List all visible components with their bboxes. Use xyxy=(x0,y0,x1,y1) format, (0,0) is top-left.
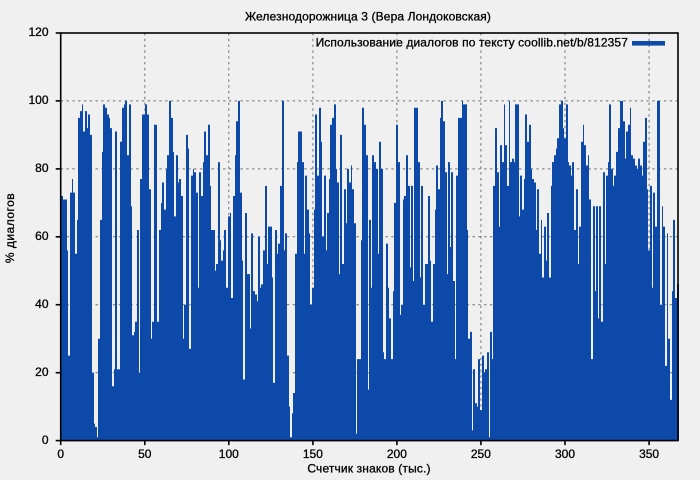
svg-text:% диалогов: % диалогов xyxy=(3,193,17,263)
svg-text:0: 0 xyxy=(42,433,49,447)
svg-text:150: 150 xyxy=(303,447,323,461)
svg-text:100: 100 xyxy=(219,447,239,461)
svg-text:200: 200 xyxy=(387,447,407,461)
svg-text:0: 0 xyxy=(57,447,64,461)
svg-text:20: 20 xyxy=(35,365,49,379)
svg-text:Счетчик знаков (тыс.): Счетчик знаков (тыс.) xyxy=(307,462,430,476)
svg-text:350: 350 xyxy=(639,447,659,461)
svg-text:Использование диалогов по текс: Использование диалогов по тексту coollib… xyxy=(316,36,629,50)
svg-text:100: 100 xyxy=(28,93,48,107)
svg-text:300: 300 xyxy=(555,447,575,461)
svg-text:60: 60 xyxy=(35,229,49,243)
svg-text:120: 120 xyxy=(28,25,48,39)
svg-text:40: 40 xyxy=(35,297,49,311)
svg-text:Железнодорожница 3 (Вера Лондо: Железнодорожница 3 (Вера Лондоковская) xyxy=(245,10,491,24)
svg-text:50: 50 xyxy=(138,447,152,461)
svg-text:80: 80 xyxy=(35,161,49,175)
svg-text:250: 250 xyxy=(471,447,491,461)
